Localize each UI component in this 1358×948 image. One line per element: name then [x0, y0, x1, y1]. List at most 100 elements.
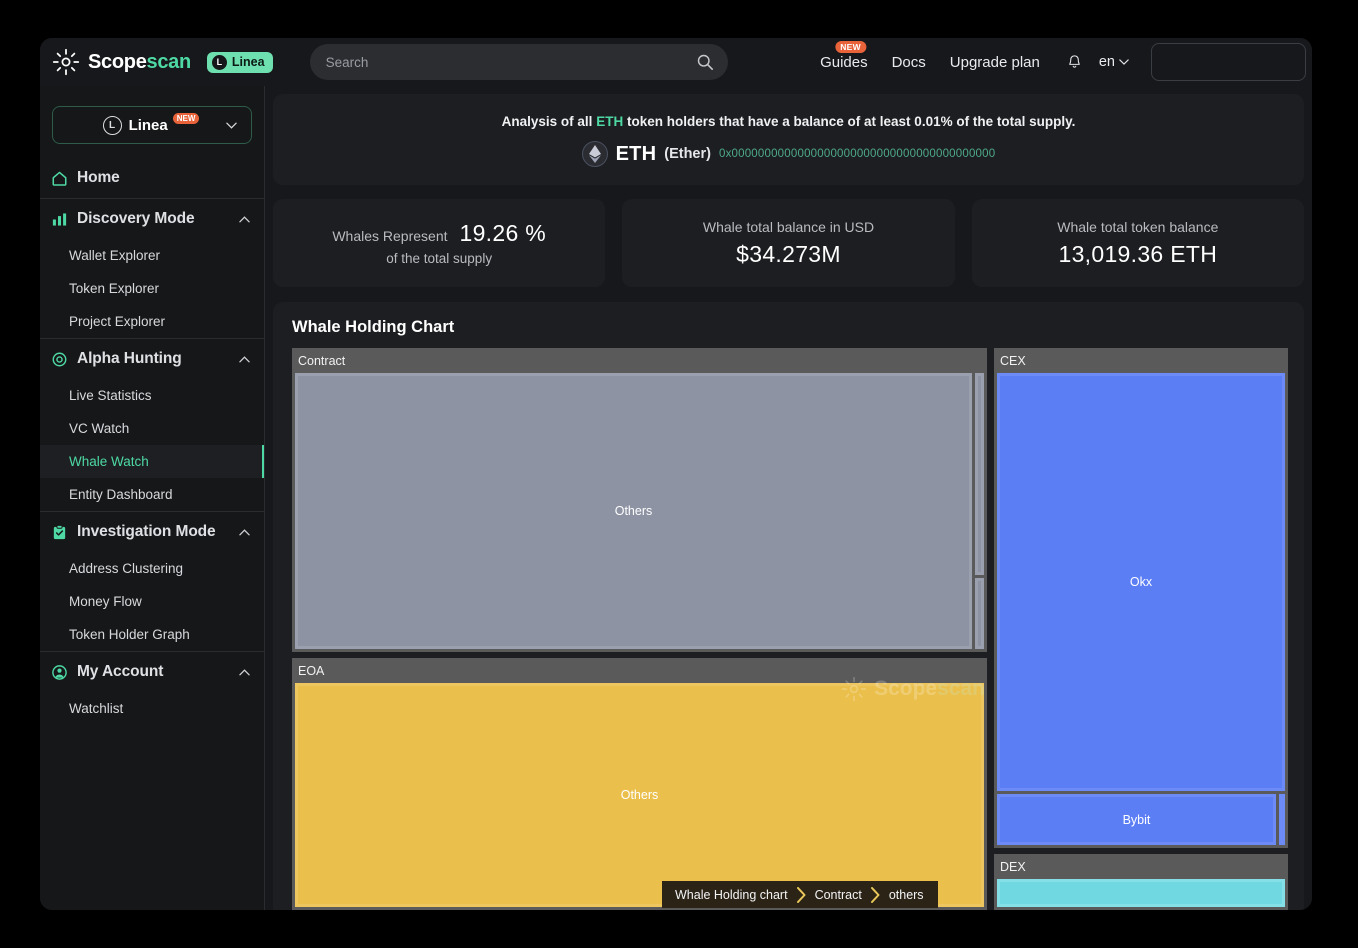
new-badge: NEW [835, 40, 866, 53]
treemap-group-eoa[interactable]: EOA Others [292, 658, 987, 910]
divider [40, 338, 264, 339]
sidebar-item-money-flow[interactable]: Money Flow [69, 594, 142, 609]
sidebar-chain-label: Linea [128, 116, 168, 134]
sidebar-group-discovery-mode-label: Discovery Mode [77, 210, 195, 227]
treemap-tile-label: Others [620, 788, 659, 802]
treemap-group-cex[interactable]: CEX Okx Bybit [994, 348, 1288, 848]
brand-logo-group[interactable]: Scopescan L Linea [52, 48, 273, 76]
treemap-cex-bottom-row: Bybit [997, 794, 1285, 845]
header-chain-pill[interactable]: L Linea [206, 51, 273, 73]
search-icon[interactable] [696, 53, 714, 71]
analysis-suffix: token holders that have a balance of at … [626, 114, 1076, 129]
treemap-tile-contract-others[interactable]: Others [295, 373, 972, 649]
header-nav: NEW Guides Docs Upgrade plan en [808, 38, 1312, 86]
nav-item-upgrade-plan[interactable]: Upgrade plan [938, 54, 1052, 71]
sidebar-item-home[interactable]: Home [40, 158, 264, 198]
home-icon [52, 171, 67, 186]
breadcrumb-item-contract[interactable]: Contract [814, 887, 862, 902]
ethereum-icon [581, 141, 608, 167]
app-window: Scopescan L Linea NEW Guides Docs U [40, 38, 1312, 910]
treemap-tile-cex-okx[interactable]: Okx [997, 373, 1285, 791]
stat-label: Whales Represent [332, 228, 448, 244]
sidebar-item-vc-watch[interactable]: VC Watch [69, 421, 130, 436]
treemap-group-eoa-label: EOA [298, 664, 325, 678]
nav-item-docs-label: Docs [891, 53, 926, 71]
main-content: Analysis of all ETH token holders that h… [265, 86, 1312, 910]
nav-item-guides[interactable]: NEW Guides [808, 40, 880, 71]
breadcrumb-item-others[interactable]: others [888, 887, 924, 902]
treemap-tile-contract-3[interactable] [975, 577, 984, 649]
nav-item-docs[interactable]: Docs [880, 54, 938, 71]
treemap-tile-cex-bybit[interactable]: Bybit [997, 794, 1276, 845]
sidebar-group-investigation-mode[interactable]: Investigation Mode [40, 512, 264, 552]
scopescan-logo-icon [52, 48, 80, 76]
account-button[interactable] [1151, 43, 1306, 81]
stat-value: 19.26 % [459, 220, 546, 246]
brand-name-scope: Scope [88, 50, 147, 73]
nav-item-upgrade-plan-label: Upgrade plan [949, 53, 1040, 71]
sidebar-group-alpha-hunting[interactable]: Alpha Hunting [40, 339, 264, 379]
treemap-group-cex-label: CEX [1000, 354, 1026, 368]
chevron-up-icon [239, 528, 250, 535]
sidebar: L Linea NEW Home [40, 86, 265, 910]
treemap-group-dex-label: DEX [1000, 860, 1026, 874]
sidebar-item-home-label: Home [77, 169, 120, 186]
sidebar-item-token-holder-graph[interactable]: Token Holder Graph [69, 627, 190, 642]
treemap-tile-contract-2[interactable] [975, 373, 984, 575]
chevron-up-icon [239, 215, 250, 222]
new-badge: NEW [172, 112, 200, 124]
target-icon [52, 352, 67, 366]
sidebar-item-address-clustering[interactable]: Address Clustering [69, 561, 184, 576]
treemap-right-column: CEX Okx Bybit [994, 348, 1288, 910]
token-address[interactable]: 0x00000000000000000000000000000000000000… [718, 148, 996, 160]
treemap-group-contract[interactable]: Contract Others [292, 348, 987, 652]
stats-row: Whales Represent 19.26 % of the total su… [273, 199, 1304, 287]
sidebar-chain-selector[interactable]: L Linea NEW [52, 106, 252, 144]
treemap-tile-cex-3[interactable] [1279, 794, 1285, 845]
search-input[interactable] [325, 54, 696, 70]
stat-card-whale-token-balance: Whale total token balance 13,019.36 ETH [971, 199, 1304, 287]
sidebar-item-whale-watch[interactable]: Whale Watch [40, 445, 264, 478]
treemap-tile-eoa-others[interactable]: Others [295, 683, 984, 907]
treemap-tile-label: Others [614, 504, 653, 518]
stat-value: $34.273M [736, 240, 841, 267]
treemap-tile-dex-1[interactable] [997, 879, 1285, 907]
analysis-banner: Analysis of all ETH token holders that h… [273, 94, 1304, 185]
chevron-down-icon [226, 122, 237, 129]
stat-label: Whale total balance in USD [702, 218, 875, 235]
token-identity: ETH (Ether) 0x00000000000000000000000000… [289, 141, 1288, 167]
nav-item-guides-label: Guides [820, 53, 868, 71]
clipboard-icon [53, 524, 66, 539]
sidebar-item-wallet-explorer[interactable]: Wallet Explorer [69, 248, 161, 263]
treemap-group-dex[interactable]: DEX [994, 854, 1288, 910]
sidebar-group-my-account[interactable]: My Account [40, 652, 264, 692]
sidebar-item-entity-dashboard[interactable]: Entity Dashboard [69, 487, 173, 502]
token-symbol: ETH [615, 142, 657, 165]
linea-logo-icon: L [211, 54, 227, 70]
sidebar-item-live-statistics[interactable]: Live Statistics [69, 388, 152, 403]
treemap-tile-label: Bybit [1122, 812, 1151, 827]
stat-card-whale-usd-balance: Whale total balance in USD $34.273M [622, 199, 955, 287]
user-icon [52, 664, 67, 680]
stat-card-whales-represent: Whales Represent 19.26 % of the total su… [273, 199, 606, 287]
chevron-right-icon [796, 886, 806, 903]
top-header: Scopescan L Linea NEW Guides Docs U [40, 38, 1312, 86]
sidebar-item-project-explorer[interactable]: Project Explorer [69, 314, 166, 329]
sidebar-group-discovery-mode[interactable]: Discovery Mode [40, 199, 264, 239]
breadcrumb[interactable]: Whale Holding chart Contract others [662, 881, 938, 908]
sidebar-group-alpha-hunting-label: Alpha Hunting [77, 350, 182, 367]
search-bar[interactable] [309, 44, 728, 80]
sidebar-item-watchlist[interactable]: Watchlist [69, 701, 124, 716]
sidebar-item-token-explorer[interactable]: Token Explorer [69, 281, 160, 296]
language-selector-label: en [1098, 54, 1115, 70]
bell-icon[interactable] [1066, 54, 1083, 71]
divider [40, 198, 264, 199]
stat-label: Whale total token balance [1057, 218, 1219, 235]
divider [40, 511, 264, 512]
brand-name: Scopescan [88, 51, 191, 74]
whale-holding-chart-card: Whale Holding Chart Contract Others [273, 302, 1304, 910]
sidebar-group-investigation-mode-label: Investigation Mode [77, 523, 216, 540]
chevron-down-icon [1119, 59, 1129, 65]
language-selector[interactable]: en [1093, 54, 1135, 70]
breadcrumb-item-root[interactable]: Whale Holding chart [675, 887, 788, 902]
